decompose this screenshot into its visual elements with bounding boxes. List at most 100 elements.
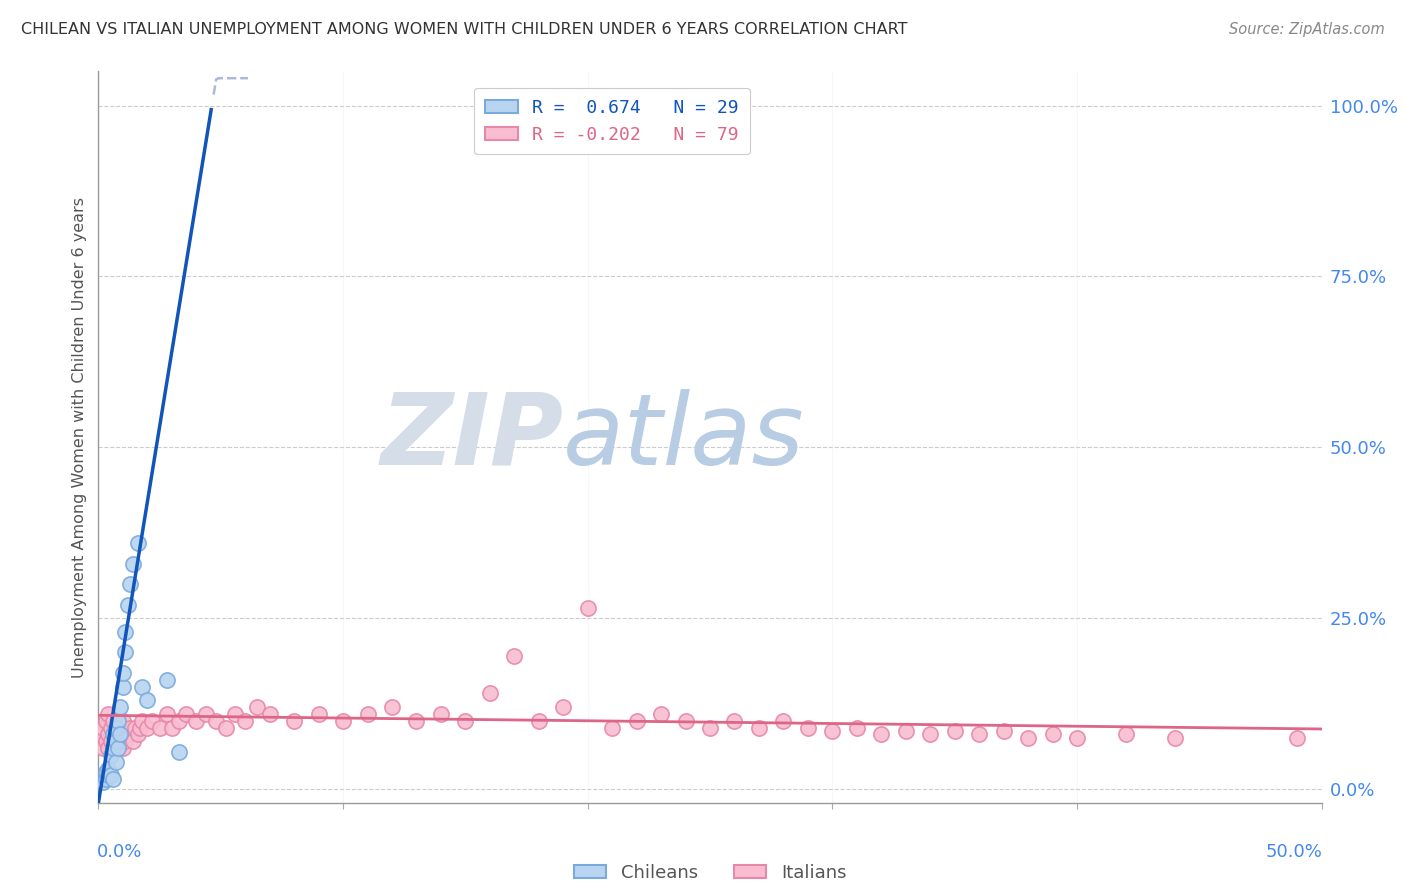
Point [104,734,127,748]
Point [156,706,179,721]
Point [101,741,124,756]
Point [723,714,745,728]
Point [110,727,132,741]
Point [107,741,129,756]
Point [1017,731,1039,745]
Point [527,714,550,728]
Point [117,727,139,741]
Point [101,727,124,741]
Point [943,724,966,739]
Point [110,700,132,714]
Point [870,727,893,741]
Point [100,734,122,748]
Point [149,721,172,735]
Point [186,714,208,728]
Point [129,721,152,735]
Point [967,727,990,741]
Point [120,721,142,735]
Point [107,714,129,728]
Point [748,721,770,735]
Point [553,700,575,714]
Point [97,768,120,782]
Point [94,734,117,748]
Point [1164,731,1187,745]
Point [356,706,378,721]
Point [131,714,153,728]
Point [430,706,453,721]
Point [503,648,526,663]
Point [675,714,697,728]
Y-axis label: Unemployment Among Women with Children Under 6 years: Unemployment Among Women with Children U… [72,196,87,678]
Point [650,706,672,721]
Point [104,734,127,748]
Point [214,721,236,735]
Point [101,772,124,786]
Point [920,727,942,741]
Point [120,577,142,591]
Point [167,745,190,759]
Point [97,762,120,776]
Point [111,714,134,728]
Text: atlas: atlas [564,389,804,485]
Point [626,714,648,728]
Point [100,768,122,782]
Point [797,721,820,735]
Point [821,724,844,739]
Point [308,706,330,721]
Point [94,714,117,728]
Point [454,714,477,728]
Point [699,721,721,735]
Point [114,645,136,659]
Point [160,721,183,735]
Point [121,557,143,571]
Point [600,721,623,735]
Point [136,721,159,735]
Point [107,714,129,728]
Point [405,714,427,728]
Point [101,714,124,728]
Point [176,706,198,721]
Point [107,741,129,756]
Point [127,727,149,741]
Point [167,714,190,728]
Point [845,721,868,735]
Point [1286,731,1309,745]
Point [141,714,163,728]
Point [111,680,134,694]
Point [894,724,917,739]
Point [772,714,794,728]
Point [104,721,127,735]
Point [114,734,136,748]
Text: Source: ZipAtlas.com: Source: ZipAtlas.com [1229,22,1385,37]
Point [97,727,120,741]
Point [97,741,120,756]
Point [111,665,134,680]
Point [91,721,114,735]
Point [110,721,132,735]
Point [100,721,122,735]
Point [124,721,146,735]
Point [90,727,112,741]
Point [259,706,281,721]
Point [233,714,256,728]
Text: CHILEAN VS ITALIAN UNEMPLOYMENT AMONG WOMEN WITH CHILDREN UNDER 6 YEARS CORRELAT: CHILEAN VS ITALIAN UNEMPLOYMENT AMONG WO… [21,22,908,37]
Point [195,706,218,721]
Point [1066,731,1088,745]
Point [121,734,143,748]
Point [381,700,404,714]
Point [224,706,246,721]
Point [114,624,136,639]
Point [993,724,1015,739]
Point [94,772,117,786]
Point [91,775,114,789]
Point [283,714,305,728]
Point [1115,727,1137,741]
Point [110,734,132,748]
Text: ZIP: ZIP [380,389,564,485]
Point [136,693,159,707]
Point [91,741,114,756]
Point [205,714,228,728]
Point [117,598,139,612]
Point [576,601,599,615]
Point [246,700,269,714]
